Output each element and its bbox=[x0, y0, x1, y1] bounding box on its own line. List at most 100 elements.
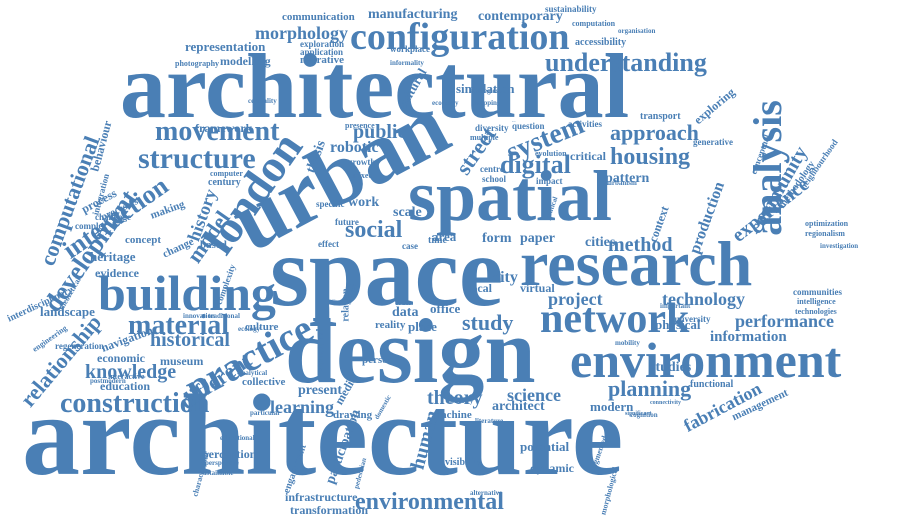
cloud-word: urbanism bbox=[608, 179, 637, 187]
cloud-word: sustainable bbox=[200, 469, 234, 477]
cloud-word: building bbox=[98, 265, 276, 321]
cloud-word: literature bbox=[475, 417, 504, 425]
cloud-word: data bbox=[392, 305, 419, 320]
cloud-word: museum bbox=[160, 354, 204, 368]
cloud-word: perception bbox=[202, 447, 257, 461]
cloud-word: activities bbox=[568, 119, 602, 129]
cloud-word: transformation bbox=[290, 503, 368, 517]
cloud-word: social bbox=[345, 217, 403, 243]
cloud-word: evidence bbox=[95, 266, 139, 280]
cloud-word: cities bbox=[585, 235, 616, 250]
cloud-word: science bbox=[507, 385, 561, 405]
cloud-word: optimization bbox=[805, 219, 849, 228]
cloud-word: educational bbox=[220, 434, 255, 442]
cloud-word: environmental bbox=[355, 489, 504, 515]
cloud-word: complex bbox=[75, 221, 107, 231]
cloud-word: communication bbox=[282, 11, 355, 23]
cloud-word: technology bbox=[662, 289, 745, 309]
cloud-word: based bbox=[200, 239, 227, 251]
cloud-word: strategies bbox=[470, 87, 499, 95]
cloud-word: informality bbox=[390, 59, 424, 67]
cloud-word: planning bbox=[608, 376, 692, 401]
cloud-word: connectivity bbox=[650, 400, 681, 406]
cloud-word: spatial bbox=[408, 156, 613, 236]
cloud-word: collective bbox=[242, 376, 286, 388]
cloud-word: contemporary bbox=[478, 9, 563, 24]
cloud-word: organisation bbox=[618, 27, 656, 35]
cloud-word: case bbox=[402, 241, 418, 251]
cloud-word: project bbox=[548, 289, 603, 309]
cloud-word: work bbox=[348, 195, 380, 210]
cloud-word: mobility bbox=[615, 339, 640, 347]
cloud-word: specific bbox=[316, 199, 345, 209]
cloud-word: growth bbox=[348, 157, 376, 167]
cloud-word: public bbox=[353, 121, 407, 143]
cloud-word: robotic bbox=[330, 139, 379, 156]
cloud-word: construction bbox=[60, 388, 210, 419]
cloud-word: workplace bbox=[390, 44, 430, 54]
cloud-word: performance bbox=[735, 311, 834, 331]
cloud-word: manufacturing bbox=[368, 7, 458, 22]
cloud-word: relation bbox=[332, 300, 336, 301]
cloud-word: important bbox=[660, 302, 691, 310]
cloud-word: century bbox=[208, 177, 241, 188]
cloud-word: photography bbox=[175, 59, 220, 68]
cloud-word: particular bbox=[250, 409, 281, 417]
cloud-word: functional bbox=[690, 379, 734, 390]
cloud-word: architectural bbox=[120, 35, 630, 137]
cloud-word: drawing bbox=[333, 409, 373, 421]
cloud-word: multiple bbox=[470, 133, 499, 142]
cloud-word: study bbox=[462, 310, 514, 335]
cloud-word: structure bbox=[138, 142, 256, 175]
cloud-word: postmodern bbox=[90, 377, 126, 385]
cloud-word: area bbox=[432, 229, 457, 244]
cloud-word: heritage bbox=[90, 249, 136, 264]
cloud-word: accessibility bbox=[575, 37, 627, 48]
cloud-word: computer bbox=[210, 169, 243, 178]
cloud-word: pattern bbox=[605, 171, 650, 186]
cloud-word: visibility bbox=[445, 457, 482, 468]
cloud-word: simulation bbox=[456, 81, 515, 96]
cloud-word: diversity bbox=[475, 123, 509, 133]
cloud-word: person bbox=[362, 354, 394, 366]
cloud-word: sustainability bbox=[545, 4, 597, 14]
cloud-word: interactive bbox=[108, 372, 145, 381]
cloud-word: local bbox=[468, 281, 492, 295]
cloud-word: city bbox=[493, 269, 518, 286]
cloud-word: morphology bbox=[255, 23, 349, 43]
cloud-word: evolution bbox=[535, 149, 567, 158]
cloud-word: machine bbox=[432, 409, 472, 421]
cloud-word: exploration bbox=[300, 39, 344, 49]
cloud-word: application bbox=[300, 47, 344, 57]
cloud-word: investigation bbox=[820, 242, 859, 250]
cloud-word: environment bbox=[570, 332, 842, 388]
cloud-word: concept bbox=[125, 234, 162, 246]
cloud-word: exploring bbox=[691, 84, 738, 128]
cloud-word: network bbox=[540, 296, 690, 342]
cloud-word: landscape bbox=[40, 304, 95, 319]
cloud-word: present bbox=[298, 383, 343, 398]
cloud-word: order bbox=[395, 299, 412, 307]
cloud-word: analytical bbox=[238, 369, 268, 377]
cloud-word: dynamic bbox=[530, 461, 575, 475]
cloud-word: economy bbox=[432, 99, 459, 107]
cloud-word: alternative bbox=[470, 489, 503, 497]
cloud-word: culture bbox=[245, 321, 279, 333]
cloud-word: regeneration bbox=[55, 341, 104, 351]
cloud-word: paper bbox=[520, 231, 555, 246]
cloud-word: regionalism bbox=[805, 229, 845, 238]
cloud-word: effect bbox=[318, 239, 339, 249]
cloud-word: industry bbox=[448, 397, 474, 405]
cloud-word: structural bbox=[315, 328, 327, 372]
cloud-word: approach bbox=[610, 120, 699, 145]
cloud-word: innovation bbox=[183, 312, 215, 320]
cloud-word: university bbox=[672, 314, 711, 324]
cloud-word: infrastructure bbox=[285, 490, 358, 504]
cloud-word: cognition bbox=[630, 411, 658, 419]
cloud-word: information bbox=[710, 329, 787, 345]
cloud-word: mixed bbox=[352, 171, 373, 180]
cloud-word: impact bbox=[536, 176, 563, 186]
cloud-word: question bbox=[512, 121, 545, 131]
cloud-word: transport bbox=[640, 111, 681, 122]
